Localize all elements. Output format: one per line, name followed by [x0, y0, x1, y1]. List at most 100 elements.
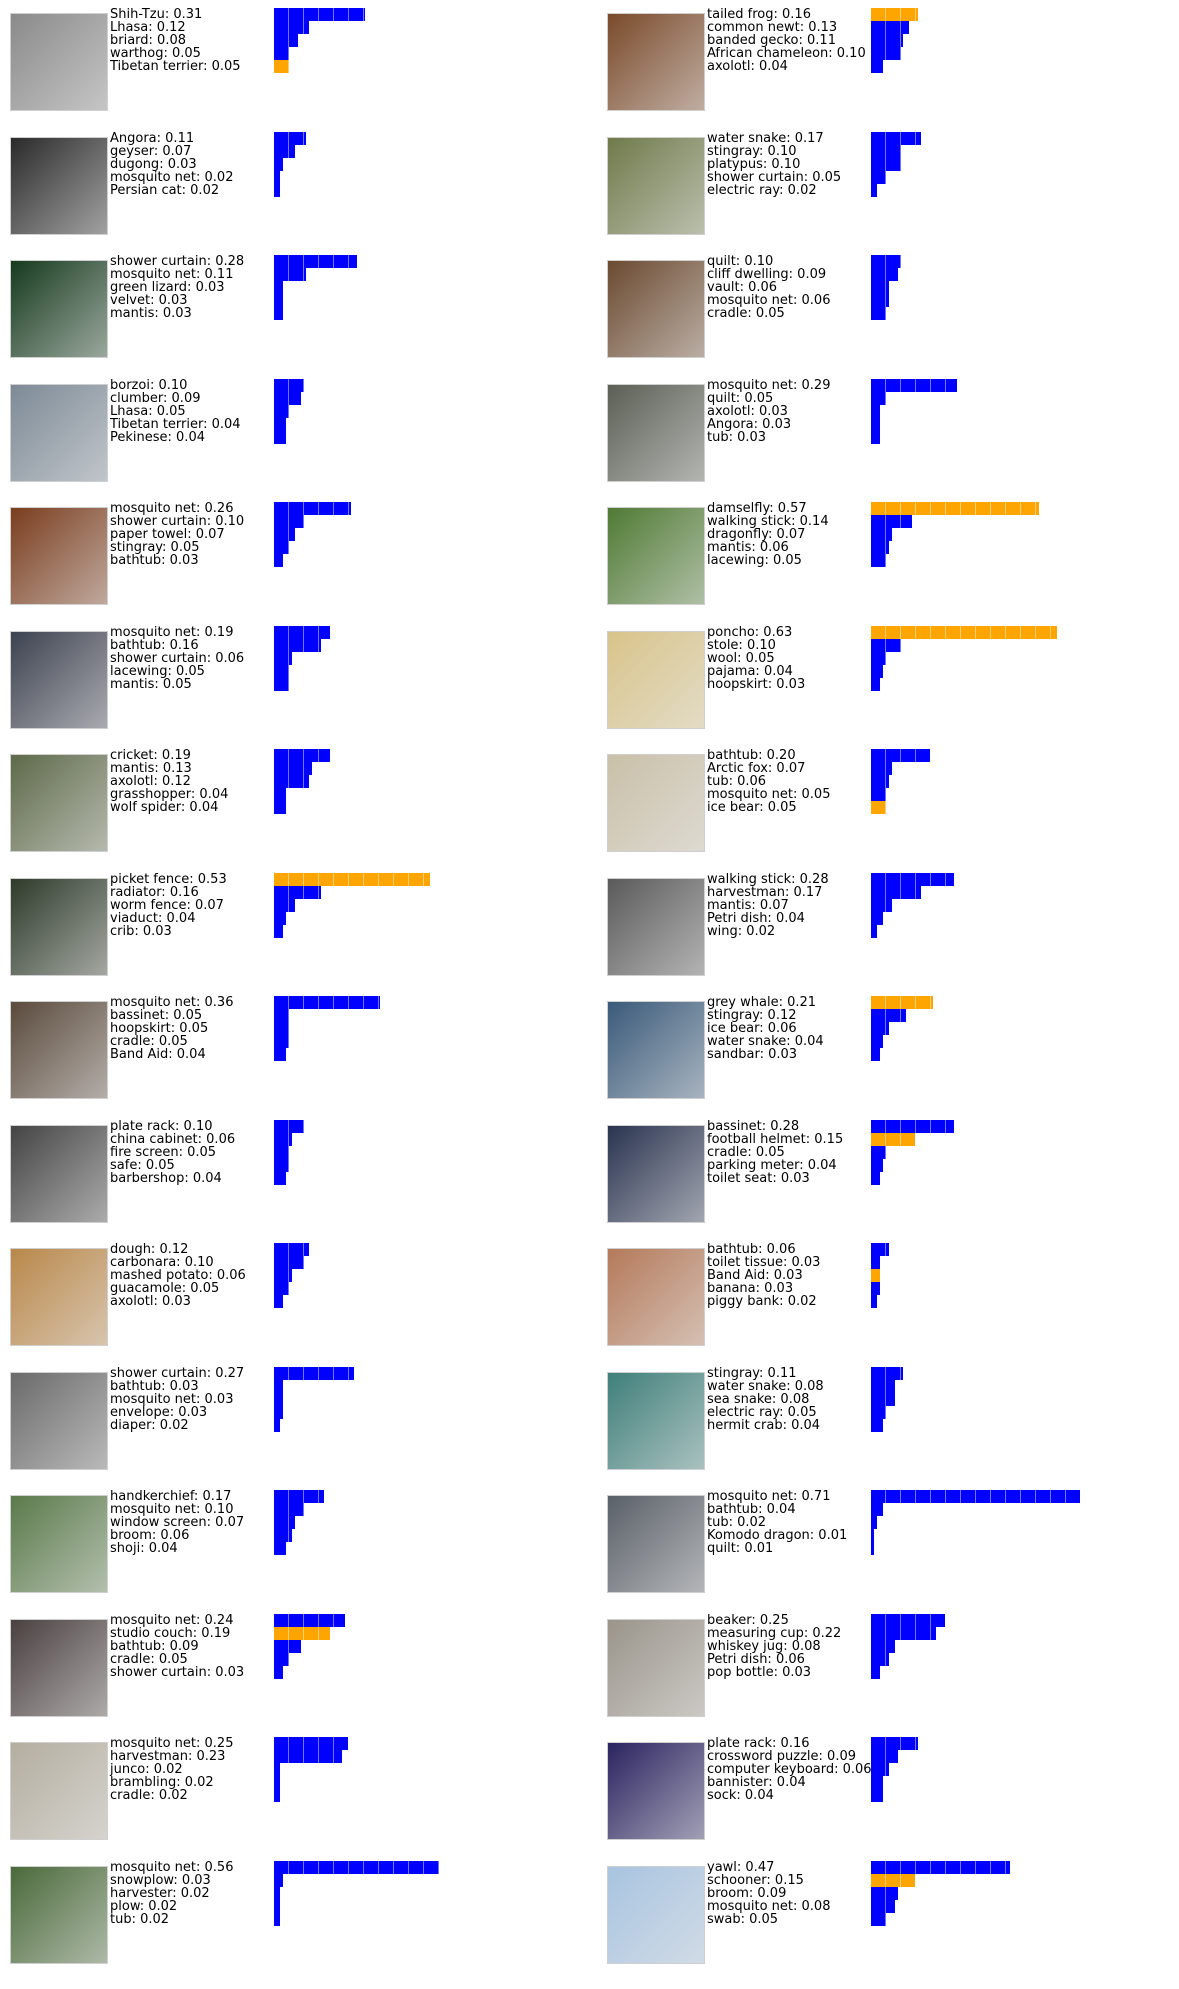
prediction-label: mantis: 0.07: [707, 897, 789, 913]
probability-bar: [871, 1295, 877, 1308]
prediction-label: harvestman: 0.17: [707, 884, 823, 900]
prediction-label: window screen: 0.07: [110, 1515, 245, 1530]
probability-bar: [274, 268, 306, 281]
prediction-label: crib: 0.03: [110, 923, 172, 939]
prediction-panel: yawl: 0.47 schooner: 0.15 broom: 0.09 mosqu…: [597, 1853, 1157, 1964]
probability-bar: [274, 8, 365, 21]
prediction-label: grasshopper: 0.04: [110, 787, 229, 802]
prediction-labels: poncho: 0.63 stole: 0.10 wool: 0.05 pajama:…: [707, 626, 867, 691]
probability-bar: [274, 1912, 280, 1926]
prediction-label: Petri dish: 0.04: [707, 910, 805, 926]
prediction-label: Petri dish: 0.06: [707, 1651, 805, 1667]
probability-bars: [274, 1366, 574, 1435]
sample-image: [607, 260, 705, 358]
probability-bar: [871, 1789, 883, 1802]
prediction-label: cliff dwelling: 0.09: [707, 267, 827, 282]
prediction-label: bathtub: 0.16: [110, 637, 199, 653]
prediction-label: velvet: 0.03: [110, 293, 188, 308]
probability-bar: [871, 1145, 886, 1159]
probability-bar: [274, 924, 283, 938]
sample-image: [10, 630, 108, 729]
prediction-label: Lhasa: 0.05: [110, 403, 186, 419]
probability-bar: [871, 1639, 895, 1653]
prediction-label: cradle: 0.05: [110, 1651, 188, 1667]
probability-bar: [871, 404, 880, 418]
probability-bar: [871, 1490, 1080, 1503]
prediction-label: Angora: 0.03: [707, 416, 792, 432]
prediction-label: mantis: 0.05: [110, 676, 192, 692]
prediction-labels: quilt: 0.10 cliff dwelling: 0.09 vault: 0.…: [707, 255, 867, 320]
sample-image-placeholder: [11, 384, 107, 481]
sample-image-placeholder: [11, 1743, 107, 1839]
prediction-label: poncho: 0.63: [707, 624, 793, 640]
probability-bar: [871, 762, 892, 775]
prediction-label: mosquito net: 0.71: [707, 1489, 831, 1504]
prediction-label: axolotl: 0.03: [707, 403, 788, 419]
sample-image: [10, 754, 108, 852]
prediction-label: mosquito net: 0.25: [110, 1736, 234, 1751]
prediction-panel: stingray: 0.11 water snake: 0.08 sea snake…: [597, 1359, 1157, 1470]
probability-bar: [274, 996, 380, 1009]
prediction-label: warthog: 0.05: [110, 46, 201, 61]
probability-bar: [274, 281, 283, 294]
probability-bar: [871, 651, 886, 665]
probability-bar: [871, 664, 883, 678]
prediction-panel: grey whale: 0.21 stingray: 0.12 ice bear: …: [597, 988, 1157, 1099]
sample-image: [10, 260, 108, 358]
sample-image-placeholder: [608, 1619, 704, 1716]
probability-bar: [871, 1912, 886, 1926]
prediction-label: paper towel: 0.07: [110, 527, 225, 542]
prediction-label: damselfly: 0.57: [707, 501, 807, 516]
sample-image-placeholder: [608, 384, 704, 481]
probability-bar: [871, 1652, 889, 1666]
sample-image: [10, 877, 108, 976]
prediction-labels: plate rack: 0.16 crossword puzzle: 0.09 co…: [707, 1737, 872, 1802]
probability-bar: [274, 528, 295, 541]
prediction-panel: mosquito net: 0.36 bassinet: 0.05 hoopskir…: [0, 988, 560, 1099]
probability-bar: [871, 996, 933, 1009]
probability-bars: [274, 131, 574, 200]
sample-image-placeholder: [11, 137, 107, 234]
probability-bar: [274, 1392, 283, 1406]
prediction-label: picket fence: 0.53: [110, 871, 227, 887]
prediction-label: mosquito net: 0.03: [110, 1391, 234, 1407]
probability-bar: [274, 1379, 283, 1393]
prediction-label: Tibetan terrier: 0.04: [110, 416, 241, 432]
prediction-label: parking meter: 0.04: [707, 1157, 837, 1173]
probability-bar: [871, 1009, 906, 1022]
probability-bar: [871, 157, 901, 171]
probability-bar: [274, 1048, 286, 1061]
prediction-labels: dough: 0.12 carbonara: 0.10 mashed potato:…: [110, 1243, 270, 1308]
prediction-label: ice bear: 0.05: [707, 800, 797, 815]
prediction-label: axolotl: 0.04: [707, 59, 788, 74]
prediction-label: yawl: 0.47: [707, 1859, 775, 1875]
probability-bar: [274, 1503, 304, 1516]
prediction-label: cricket: 0.19: [110, 748, 191, 763]
prediction-label: pop bottle: 0.03: [707, 1664, 812, 1680]
probability-bar: [274, 788, 286, 801]
prediction-panel: quilt: 0.10 cliff dwelling: 0.09 vault: 0.…: [597, 247, 1157, 358]
sample-image: [607, 754, 705, 852]
prediction-label: green lizard: 0.03: [110, 280, 225, 295]
probability-bar: [871, 515, 912, 528]
probability-bar: [274, 60, 289, 73]
prediction-label: Persian cat: 0.02: [110, 182, 220, 198]
prediction-panel: poncho: 0.63 stole: 0.10 wool: 0.05 pajama:…: [597, 618, 1157, 729]
prediction-label: whiskey jug: 0.08: [707, 1638, 821, 1654]
sample-image: [10, 1124, 108, 1223]
probability-bar: [871, 1282, 880, 1295]
probability-bar: [274, 554, 283, 567]
prediction-panel: mosquito net: 0.19 bathtub: 0.16 shower cu…: [0, 618, 560, 729]
prediction-panel: mosquito net: 0.29 quilt: 0.05 axolotl: 0.…: [597, 371, 1157, 482]
prediction-labels: shower curtain: 0.27 bathtub: 0.03 mosquit…: [110, 1367, 270, 1432]
prediction-label: bathtub: 0.03: [110, 553, 199, 568]
prediction-label: axolotl: 0.12: [110, 774, 191, 789]
prediction-labels: shower curtain: 0.28 mosquito net: 0.11 gr…: [110, 255, 270, 320]
probability-bar: [274, 1737, 348, 1750]
probability-bar: [871, 1035, 883, 1048]
probability-bar: [274, 1750, 342, 1763]
probability-bar: [871, 1626, 936, 1640]
probability-bar: [274, 294, 283, 307]
prediction-label: harvestman: 0.23: [110, 1749, 226, 1764]
